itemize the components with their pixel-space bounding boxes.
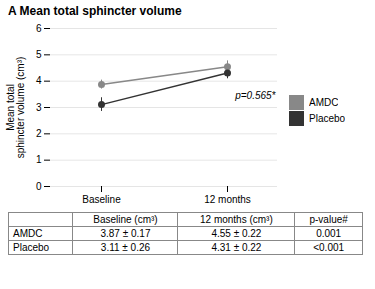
html-text:AMDC: AMDC: [13, 228, 43, 239]
svg-text:0: 0: [36, 181, 42, 192]
html-text:3.11 ± 0.26: 3.11 ± 0.26: [100, 242, 151, 253]
svg-text:12 months: 12 months: [204, 194, 251, 205]
svg-text:4: 4: [36, 75, 42, 86]
svg-text:5: 5: [36, 49, 42, 60]
html-text:4.55 ± 0.22: 4.55 ± 0.22: [211, 228, 262, 239]
svg-text:p=0.565*: p=0.565*: [234, 90, 276, 101]
html-text:A Mean total sphincter volume: A Mean total sphincter volume: [8, 4, 182, 18]
svg-text:Mean totalsphincter volume (cm: Mean totalsphincter volume (cm³): [5, 57, 26, 159]
html-text:Baseline (cm³): Baseline (cm³): [93, 214, 158, 225]
html-text:<0.001: <0.001: [313, 242, 345, 253]
html-text:p-value#: p-value#: [309, 214, 348, 225]
svg-text:6: 6: [36, 23, 42, 34]
svg-text:Baseline: Baseline: [82, 194, 121, 205]
svg-text:3: 3: [36, 102, 42, 113]
html-text:Placebo: Placebo: [13, 242, 50, 253]
html-text:Placebo: Placebo: [309, 112, 346, 124]
html-text:12 months (cm³): 12 months (cm³): [200, 214, 273, 225]
html-text:4.31 ± 0.22: 4.31 ± 0.22: [211, 242, 262, 253]
svg-text:1: 1: [36, 154, 42, 165]
svg-text:2: 2: [36, 128, 42, 139]
html-text:AMDC: AMDC: [309, 96, 339, 108]
html-text:3.87 ± 0.17: 3.87 ± 0.17: [100, 228, 151, 239]
html-text:0.001: 0.001: [316, 228, 342, 239]
